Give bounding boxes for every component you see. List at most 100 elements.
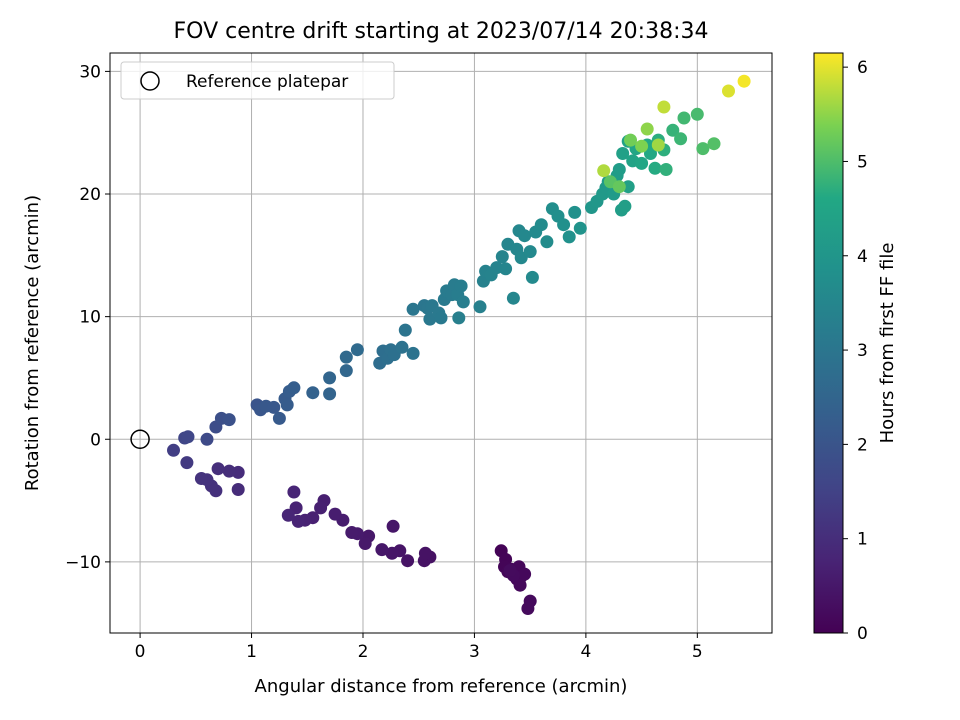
legend-label: Reference platepar [186,72,348,92]
scatter-point [674,132,688,146]
scatter-point [406,346,420,360]
scatter-point [339,350,353,364]
scatter-point [473,300,487,314]
scatter-point [281,508,295,522]
scatter-point [621,180,635,194]
data-points [167,74,751,615]
colorbar-label: Hours from first FF file [877,243,898,444]
scatter-point [222,464,236,478]
scatter-point [328,507,342,521]
y-tick-label: 10 [79,308,101,328]
colorbar-gradient [813,52,844,634]
colorbar-tick-label: 0 [857,624,868,644]
scatter-point [452,311,466,325]
scatter-point [534,218,548,232]
scatter-point [323,387,337,401]
scatter-point [677,111,691,125]
scatter-point [222,413,236,427]
scatter-point [648,161,662,175]
scatter-point [287,381,301,395]
scatter-point [573,221,587,235]
colorbar-tick-label: 1 [857,530,868,550]
scatter-point [306,386,320,400]
y-tick-label: 0 [90,430,101,450]
x-tick-label: 4 [580,642,591,662]
scatter-point [418,546,432,560]
scatter-point [358,537,372,550]
scatter-point [194,472,208,485]
scatter-point [280,398,294,412]
scatter-point [272,411,286,425]
x-tick-label: 5 [692,642,703,662]
scatter-point [200,432,214,446]
x-tick-label: 0 [135,642,146,662]
scatter-point [181,430,195,444]
scatter-point [375,543,389,557]
scatter-point [385,546,399,560]
y-axis-ticks: −10 0 10 20 30 [65,62,110,573]
y-tick-label: 30 [79,62,101,82]
legend-box [120,61,395,100]
scatter-point [616,147,630,160]
scatter-point [506,291,520,305]
scatter-point [267,400,281,414]
scatter-point [618,199,632,213]
scatter-point [495,250,509,264]
scatter-point [737,74,751,88]
scatter-point [557,218,571,232]
scatter-point [339,364,353,378]
colorbar: 0 1 2 3 4 5 6 Hours from first FF file [813,52,898,644]
scatter-point [635,139,649,153]
scatter-point [707,137,721,151]
scatter-point [612,163,626,176]
scatter-point [398,323,412,337]
scatter-point [612,180,626,194]
y-axis-label: Rotation from reference (arcmin) [22,195,43,491]
scatter-point [657,100,671,114]
scatter-point [568,205,582,219]
colorbar-tick-label: 5 [857,152,868,172]
reference-point [130,429,150,450]
scatter-point [323,371,337,385]
scatter-point [659,163,673,176]
scatter-point [231,483,245,496]
colorbar-tick-label: 2 [857,435,868,455]
x-axis-label: Angular distance from reference (arcmin) [255,676,628,697]
scatter-point [624,133,637,147]
grid-lines [110,53,772,633]
scatter-point [690,107,704,121]
colorbar-tick-label: 3 [857,341,868,361]
scatter-point [540,235,554,249]
scatter-point [597,164,611,178]
scatter-point [521,602,535,615]
scatter-point [499,262,513,276]
scatter-point [666,123,680,137]
scatter-point [180,456,194,470]
x-axis-ticks: 0 1 2 3 4 5 [135,633,703,662]
y-tick-label: 20 [79,185,101,205]
colorbar-tick-label: 6 [857,58,868,78]
colorbar-tick-label: 4 [857,247,868,267]
scatter-point [696,142,710,156]
scatter-point [523,245,537,259]
plot-frame [109,52,773,634]
scatter-point [434,311,448,325]
scatter-point [651,138,665,152]
scatter-point [167,443,180,457]
scatter-point [386,519,400,533]
scatter-point [395,340,409,354]
scatter-point [287,485,301,499]
scatter-point [640,122,654,136]
scatter-point [513,578,527,592]
legend-marker [140,71,160,91]
scatter-point [644,147,657,160]
scatter-point [456,295,470,309]
scatter-point [211,462,225,476]
x-tick-label: 3 [469,642,480,662]
scatter-point [350,343,364,357]
scatter-point [562,230,576,244]
scatter-point [314,501,328,515]
scatter-point [518,567,532,581]
scatter-point [401,554,415,568]
